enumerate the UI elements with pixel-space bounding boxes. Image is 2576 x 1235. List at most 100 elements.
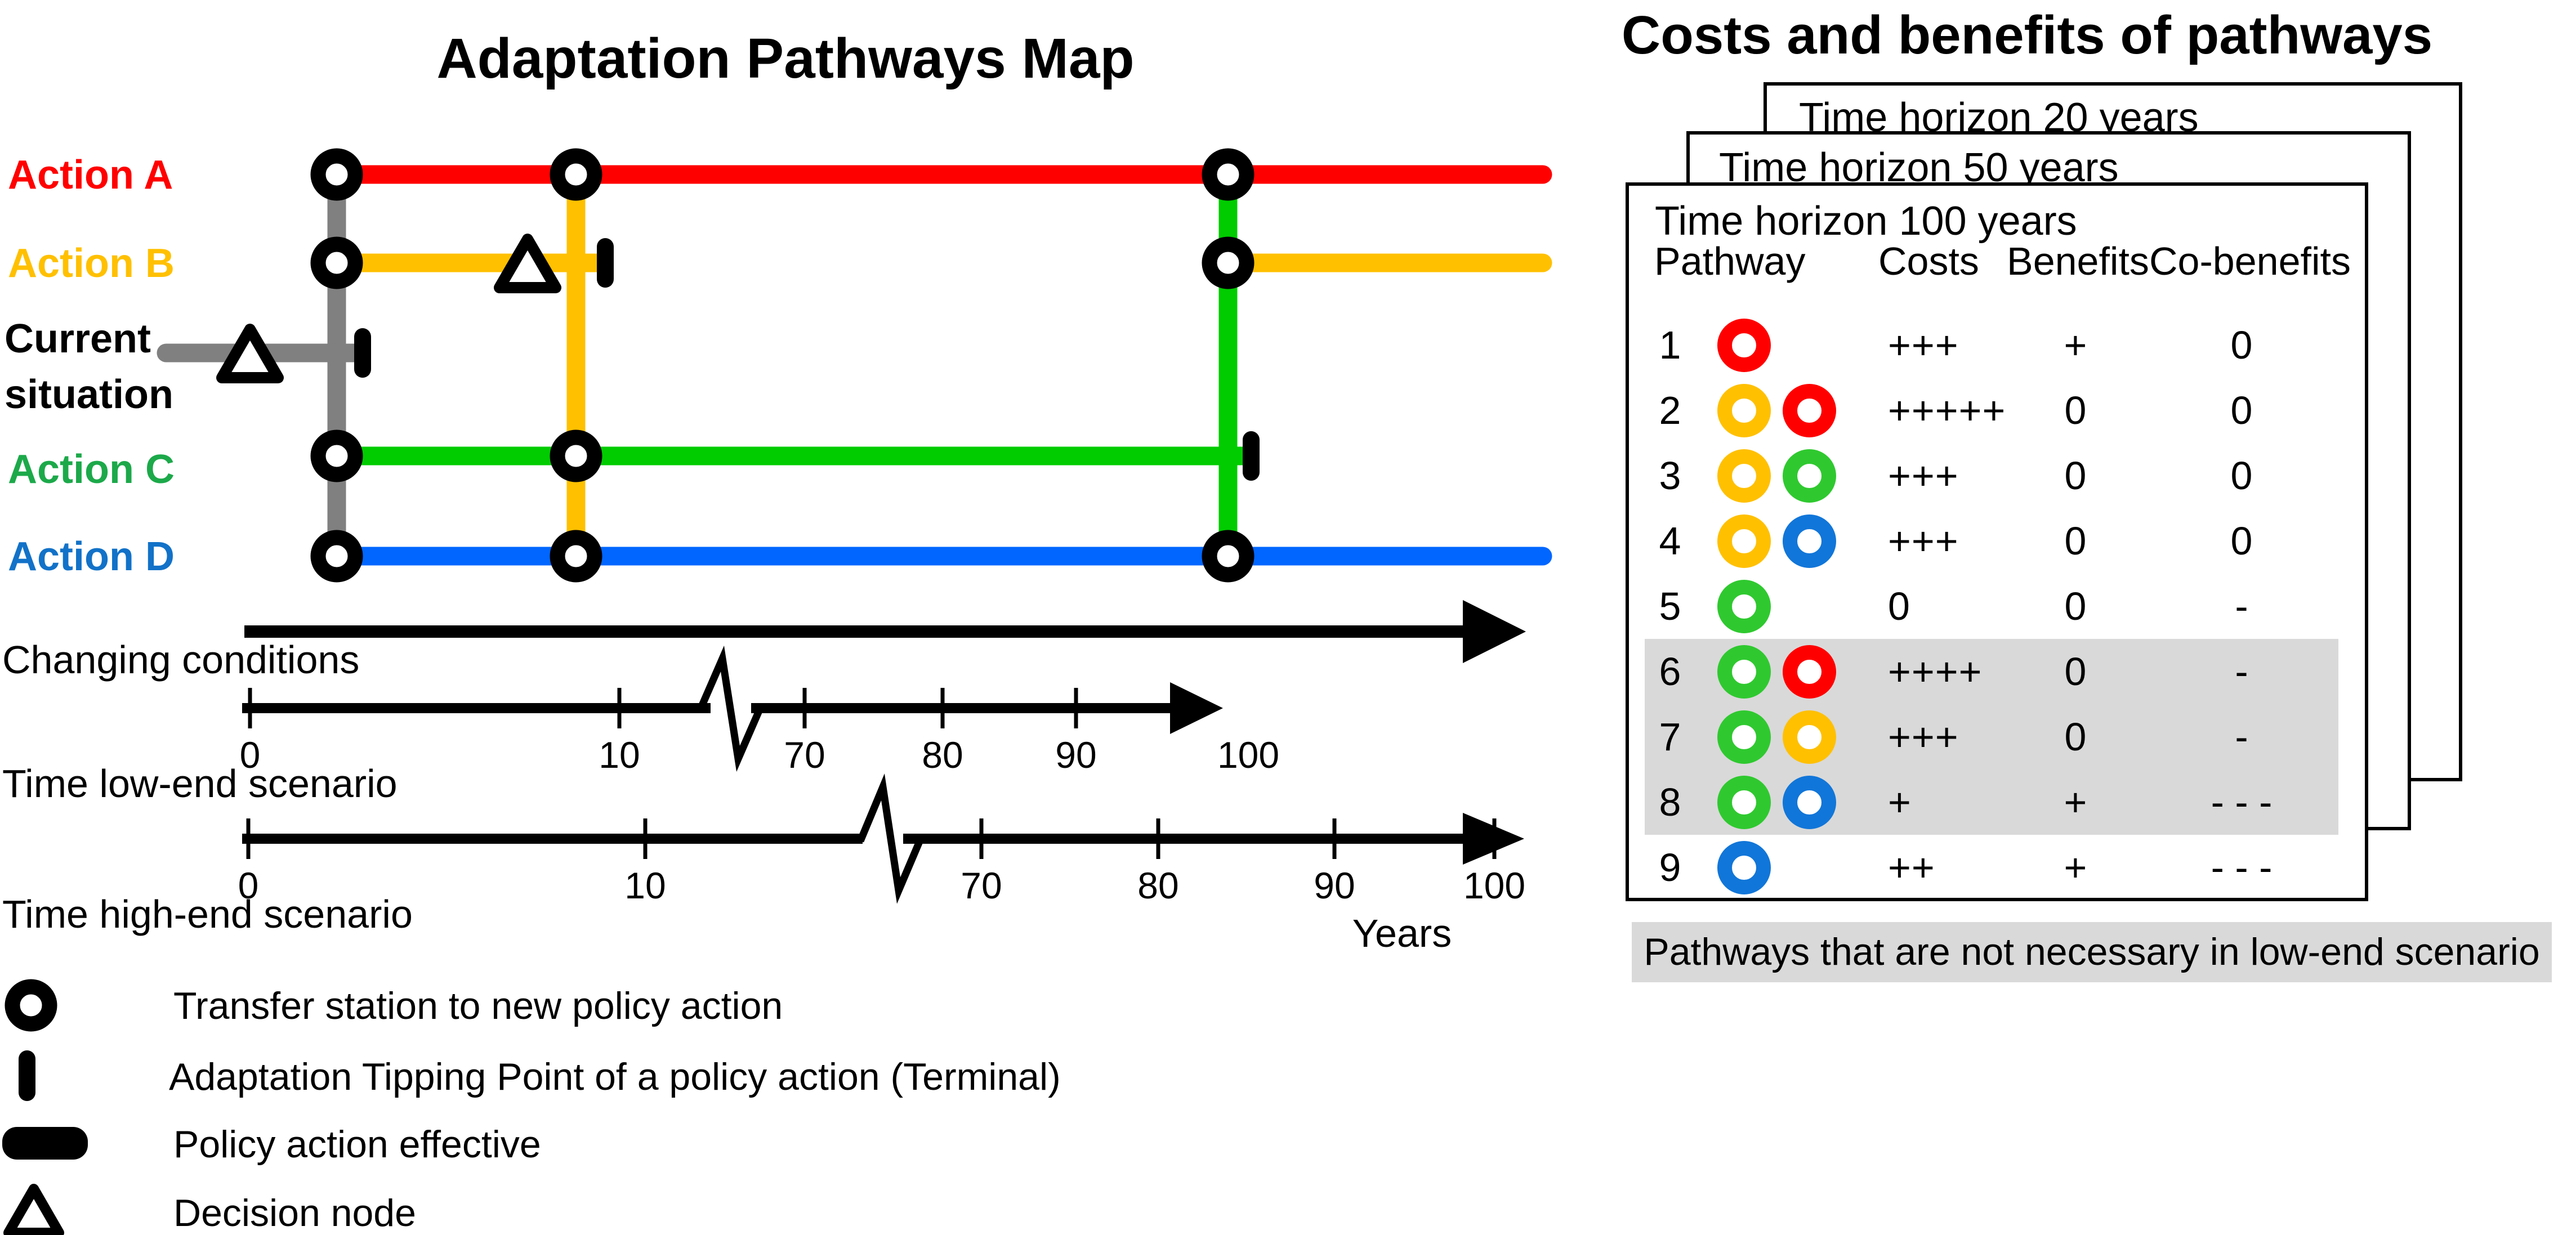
header-benefits: Benefits [2007,239,2149,283]
pathway-number: 4 [1659,519,1681,563]
axis-break-icon [857,773,925,904]
pathway-icons [1695,318,1842,372]
transfer-station-icon [5,979,57,1032]
transfer-station-icon [310,236,363,289]
tipping-point-icon [1243,431,1260,481]
pathway-ring-red-icon [1717,318,1771,372]
tipping-point-icon [597,238,614,288]
tick-label: 100 [1463,865,1525,906]
benefits-value: + [2064,845,2087,889]
benefits-value: + [2064,780,2087,824]
pathway-icons [1695,449,1842,503]
pathway-number: 2 [1659,388,1681,432]
pathway-row-6: 6 ++++ 0 - [1645,639,2338,704]
co-benefits-value: - [2235,584,2248,628]
co-benefits-value: 0 [2230,519,2253,563]
pathway-icons [1695,840,1842,894]
axis-ticks [246,818,1497,859]
costs-value: +++ [1888,715,1959,759]
pathway-icons [1695,775,1842,829]
pathway-ring-green-icon [1783,449,1836,503]
benefits-value: 0 [2064,454,2087,498]
benefits-value: + [2064,323,2087,367]
pathway-number: 8 [1659,780,1681,824]
arrowhead-icon [1463,600,1526,663]
pathway-ring-green-icon [1717,645,1771,699]
pathway-icons [1695,514,1842,568]
pathway-row-8: 8 + + - - - [1645,769,2338,835]
co-benefits-value: 0 [2230,454,2253,498]
time-axis-low-end: 0 10 70 80 90 100 Time low-end scenario [2,645,1279,806]
current-situation-label-line2: situation [5,372,173,417]
pathway-icons [1695,579,1842,633]
decision-node-icon [3,1184,64,1235]
time-low-end-label: Time low-end scenario [2,762,398,806]
costs-value: +++ [1888,454,1959,498]
co-benefits-value: - [2235,715,2248,759]
tick-label: 10 [624,865,666,906]
legend-label-tipping-point: Adaptation Tipping Point of a policy act… [169,1055,1061,1098]
pathway-row-1: 1 +++ +0 [1645,312,2338,378]
action-c-label: Action C [8,447,175,492]
costs-value: +++ [1888,519,1959,563]
pathway-row-7: 7 +++ 0 - [1645,704,2338,769]
pathway-ring-yellow-icon [1717,514,1771,568]
action-b-label: Action B [8,241,175,286]
header-pathway: Pathway [1654,239,1806,283]
changing-conditions-axis: Changing conditions [2,600,1526,682]
costs-value: ++++ [1888,650,1983,693]
header-costs: Costs [1878,239,1979,283]
decision-node-icon [216,324,284,383]
low-end-caption: Pathways that are not necessary in low-e… [1632,922,2552,982]
legend-label-transfer-station: Transfer station to new policy action [173,985,783,1027]
pathway-ring-yellow-icon [1717,383,1771,437]
action-d-label: Action D [8,534,175,579]
co-benefits-value: - - - [2211,845,2273,889]
header-co-benefits: Co-benefits [2149,239,2351,283]
benefits-value: 0 [2064,715,2087,759]
axis-ticks [248,688,1078,728]
transfer-station-icon [1202,236,1254,289]
tipping-point-icon [19,1050,35,1101]
legend-label-decision-node: Decision node [173,1192,416,1234]
pathway-icons [1695,383,1842,437]
pathway-ring-red-icon [1783,645,1836,699]
transfer-station-icon [310,429,363,482]
tick-label: 90 [1055,734,1096,776]
tick-label: 70 [961,865,1002,906]
pathway-icons [1695,710,1842,764]
co-benefits-value: - [2235,650,2248,693]
axis-tick-labels: 0 10 70 80 90 100 [238,865,1525,906]
co-benefits-value: 0 [2230,323,2253,367]
right-panel-title: Costs and benefits of pathways [1621,5,2433,65]
axis-tick-labels: 0 10 70 80 90 100 [240,734,1279,776]
tipping-point-icon [354,328,371,378]
benefits-value: 0 [2064,388,2087,432]
pathway-number: 1 [1659,323,1681,367]
benefits-value: 0 [2064,584,2087,628]
tick-label: 0 [238,865,259,906]
changing-conditions-label: Changing conditions [2,638,359,682]
policy-effective-icon [2,1127,88,1160]
costs-value: +++ [1888,323,1959,367]
decision-nodes [216,234,561,383]
pathway-row-2: 2 +++++ 0 0 [1645,378,2338,443]
pathway-row-4: 4 +++ 0 0 [1645,508,2338,574]
tipping-point-terminals [354,238,1260,481]
tick-label: 100 [1217,734,1279,776]
axis-break-icon [697,645,764,772]
pathway-ring-blue-icon [1783,514,1836,568]
benefits-value: 0 [2064,650,2087,693]
pathway-ring-blue-icon [1783,775,1836,829]
pathway-number: 5 [1659,584,1681,628]
transfer-station-icon [310,148,363,201]
time-high-end-label: Time high-end scenario [2,892,413,936]
costs-value: ++ [1888,845,1935,889]
decision-node-icon [494,234,561,293]
time-axis-high-end: 0 10 70 80 90 100 Time high-end scenario… [2,773,1525,955]
pathway-number: 3 [1659,454,1681,498]
pathway-icons [1695,645,1842,699]
pathway-row-9: 9 ++ + - - - [1645,835,2338,900]
transfer-stations [310,148,1254,583]
pathway-table-header: Pathway Costs Benefits Co-benefits [1626,239,2368,286]
